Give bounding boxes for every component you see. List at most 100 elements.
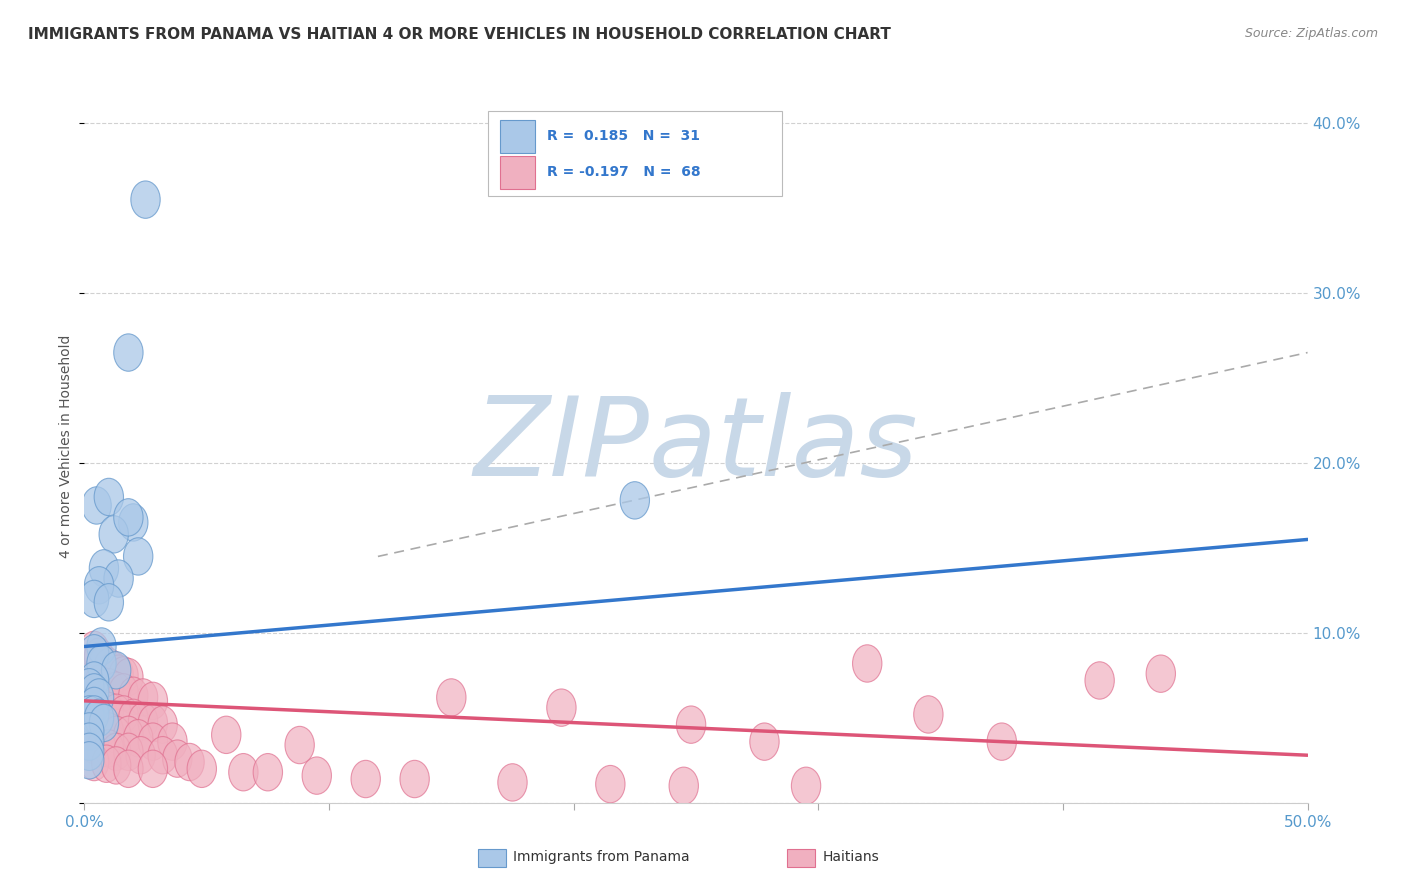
Ellipse shape	[89, 549, 118, 587]
Ellipse shape	[163, 740, 193, 777]
Ellipse shape	[80, 634, 108, 672]
Ellipse shape	[75, 696, 104, 733]
Ellipse shape	[114, 750, 143, 788]
Ellipse shape	[101, 672, 131, 709]
Ellipse shape	[1085, 662, 1115, 699]
Ellipse shape	[80, 709, 108, 747]
Ellipse shape	[547, 689, 576, 726]
Ellipse shape	[101, 716, 131, 754]
Ellipse shape	[157, 723, 187, 760]
Ellipse shape	[138, 705, 167, 741]
Ellipse shape	[80, 662, 108, 699]
Ellipse shape	[80, 743, 108, 780]
Ellipse shape	[104, 655, 134, 692]
Ellipse shape	[75, 733, 104, 771]
Ellipse shape	[84, 679, 114, 716]
Ellipse shape	[94, 478, 124, 516]
Ellipse shape	[101, 747, 131, 784]
Ellipse shape	[1146, 655, 1175, 692]
Ellipse shape	[285, 726, 315, 764]
Ellipse shape	[669, 767, 699, 805]
Ellipse shape	[87, 711, 117, 748]
Ellipse shape	[138, 682, 167, 720]
Ellipse shape	[987, 723, 1017, 760]
Ellipse shape	[124, 538, 153, 575]
Ellipse shape	[253, 754, 283, 791]
Ellipse shape	[84, 665, 114, 703]
Ellipse shape	[75, 723, 104, 760]
Ellipse shape	[94, 648, 124, 686]
Ellipse shape	[131, 181, 160, 219]
Ellipse shape	[914, 696, 943, 733]
Ellipse shape	[98, 651, 128, 689]
Ellipse shape	[437, 679, 465, 716]
Ellipse shape	[148, 737, 177, 774]
Ellipse shape	[596, 765, 626, 803]
Ellipse shape	[229, 754, 259, 791]
Ellipse shape	[89, 705, 118, 741]
Ellipse shape	[211, 716, 240, 754]
Ellipse shape	[114, 733, 143, 771]
Ellipse shape	[101, 733, 131, 771]
Ellipse shape	[75, 713, 104, 750]
Ellipse shape	[852, 645, 882, 682]
Ellipse shape	[128, 703, 157, 740]
Ellipse shape	[89, 645, 118, 682]
Ellipse shape	[138, 750, 167, 788]
Ellipse shape	[792, 767, 821, 805]
Ellipse shape	[108, 673, 138, 711]
Ellipse shape	[108, 696, 138, 733]
Ellipse shape	[302, 757, 332, 794]
Text: Source: ZipAtlas.com: Source: ZipAtlas.com	[1244, 27, 1378, 40]
Text: Haitians: Haitians	[823, 850, 879, 864]
Ellipse shape	[87, 645, 117, 682]
Ellipse shape	[127, 737, 155, 774]
Ellipse shape	[352, 760, 381, 797]
Ellipse shape	[187, 750, 217, 788]
Ellipse shape	[101, 651, 131, 689]
Ellipse shape	[138, 723, 167, 760]
Ellipse shape	[91, 745, 121, 782]
Ellipse shape	[87, 689, 117, 726]
Ellipse shape	[80, 687, 108, 724]
Ellipse shape	[94, 669, 124, 706]
Ellipse shape	[82, 487, 111, 524]
Text: R = -0.197   N =  68: R = -0.197 N = 68	[547, 165, 700, 179]
Y-axis label: 4 or more Vehicles in Household: 4 or more Vehicles in Household	[59, 334, 73, 558]
Ellipse shape	[114, 499, 143, 536]
Ellipse shape	[620, 482, 650, 519]
Ellipse shape	[94, 583, 124, 621]
Ellipse shape	[118, 504, 148, 541]
Ellipse shape	[498, 764, 527, 801]
Ellipse shape	[87, 628, 117, 665]
Ellipse shape	[114, 716, 143, 754]
Ellipse shape	[118, 677, 148, 714]
Ellipse shape	[174, 743, 204, 780]
Ellipse shape	[84, 638, 114, 675]
Ellipse shape	[104, 560, 134, 598]
Ellipse shape	[676, 706, 706, 743]
Ellipse shape	[124, 720, 153, 757]
Ellipse shape	[94, 730, 124, 767]
Ellipse shape	[118, 699, 148, 737]
Ellipse shape	[80, 673, 108, 711]
Ellipse shape	[87, 730, 117, 767]
Ellipse shape	[80, 686, 108, 723]
Text: R =  0.185   N =  31: R = 0.185 N = 31	[547, 129, 700, 144]
Ellipse shape	[75, 741, 104, 779]
Ellipse shape	[84, 566, 114, 604]
Ellipse shape	[80, 696, 108, 733]
Ellipse shape	[98, 516, 128, 553]
Ellipse shape	[128, 679, 157, 716]
Ellipse shape	[114, 334, 143, 371]
Text: ZIPatlas: ZIPatlas	[474, 392, 918, 500]
Ellipse shape	[80, 726, 108, 764]
Ellipse shape	[148, 706, 177, 743]
Ellipse shape	[749, 723, 779, 760]
Ellipse shape	[80, 662, 108, 699]
Text: Immigrants from Panama: Immigrants from Panama	[513, 850, 690, 864]
Text: IMMIGRANTS FROM PANAMA VS HAITIAN 4 OR MORE VEHICLES IN HOUSEHOLD CORRELATION CH: IMMIGRANTS FROM PANAMA VS HAITIAN 4 OR M…	[28, 27, 891, 42]
Ellipse shape	[108, 657, 138, 694]
Ellipse shape	[94, 692, 124, 730]
Ellipse shape	[114, 658, 143, 696]
